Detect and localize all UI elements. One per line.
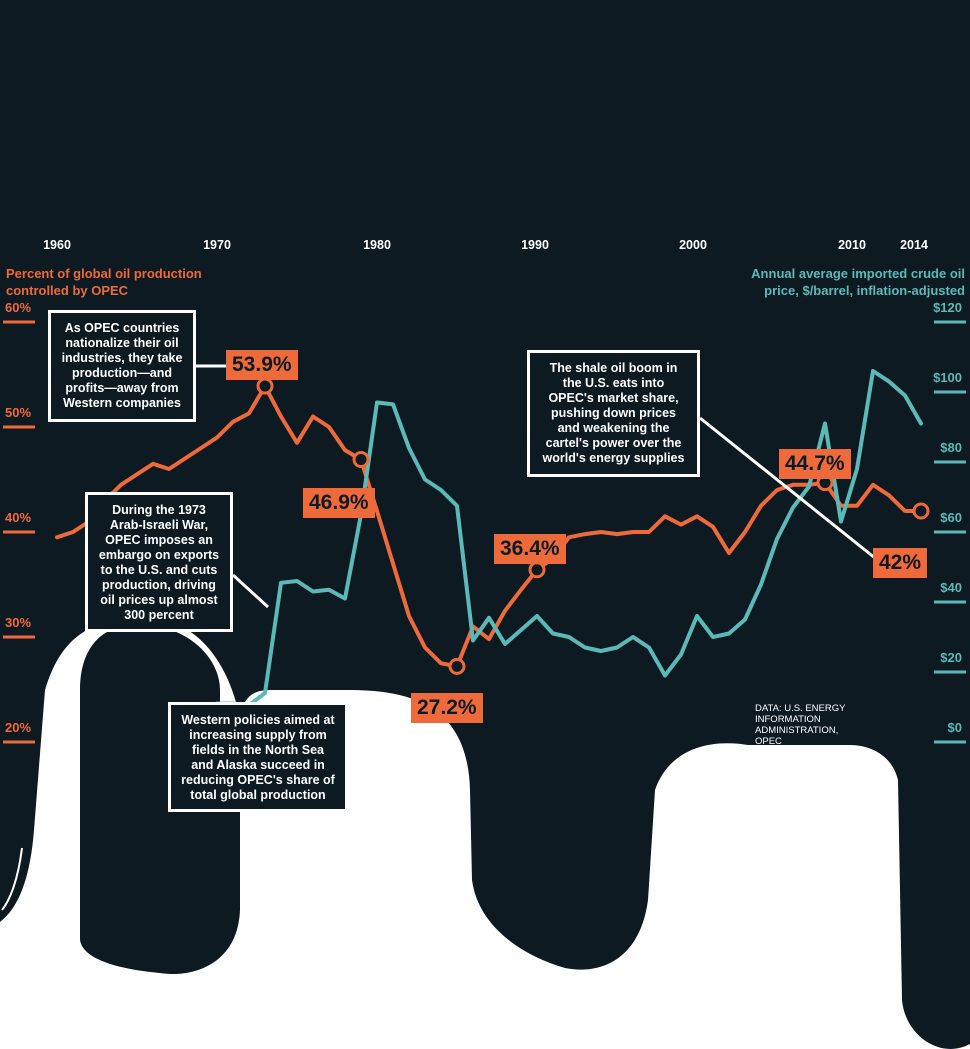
callout-1985: 27.2% bbox=[411, 693, 483, 723]
left-tick-label: 40% bbox=[5, 510, 31, 525]
x-tick-label: 1960 bbox=[43, 238, 71, 252]
left-axis-title: Percent of global oil production control… bbox=[6, 266, 202, 298]
cutout-highlight bbox=[736, 761, 746, 869]
x-tick-label: 2014 bbox=[900, 238, 928, 252]
annotation-shale: The shale oil boom in the U.S. eats into… bbox=[527, 350, 700, 477]
callout-marker bbox=[256, 377, 274, 395]
right-axis-title: Annual average imported crude oil price,… bbox=[751, 266, 965, 298]
left-tick-label: 20% bbox=[5, 720, 31, 735]
x-tick-label: 1970 bbox=[203, 238, 231, 252]
right-tick-label: $60 bbox=[940, 510, 962, 525]
right-tick-label: $100 bbox=[933, 370, 962, 385]
right-tick-label: $20 bbox=[940, 650, 962, 665]
callout-1979: 46.9% bbox=[303, 488, 375, 518]
right-tick-label: $80 bbox=[940, 440, 962, 455]
callout-marker bbox=[528, 561, 546, 579]
data-source: DATA: U.S. ENERGY INFORMATION ADMINISTRA… bbox=[755, 703, 846, 747]
callout-2014: 42% bbox=[873, 548, 928, 578]
callout-1973: 53.9% bbox=[226, 350, 298, 380]
callout-2008: 44.7% bbox=[779, 449, 851, 479]
callout-marker bbox=[352, 451, 370, 469]
annotation-embargo: During the 1973 Arab-Israeli War, OPEC i… bbox=[85, 492, 233, 632]
right-tick-label: $40 bbox=[940, 580, 962, 595]
x-tick-label: 2010 bbox=[838, 238, 866, 252]
right-tick-label: $120 bbox=[933, 300, 962, 315]
cutout-highlight bbox=[441, 911, 458, 931]
x-tick-label: 2000 bbox=[679, 238, 707, 252]
x-tick-label: 1980 bbox=[363, 238, 391, 252]
left-tick-label: 60% bbox=[5, 300, 31, 315]
leader-western bbox=[347, 710, 421, 759]
left-tick-label: 50% bbox=[5, 405, 31, 420]
left-tick-label: 30% bbox=[5, 615, 31, 630]
callout-marker bbox=[448, 657, 466, 675]
leader-embargo bbox=[231, 573, 270, 609]
oil-price-line bbox=[215, 369, 923, 708]
callout-1990: 36.4% bbox=[494, 534, 566, 564]
annotation-nationalize: As OPEC countries nationalize their oil … bbox=[48, 310, 196, 422]
callout-marker bbox=[912, 502, 930, 520]
opec-share-line bbox=[55, 384, 923, 669]
cutout-highlight bbox=[1, 847, 23, 911]
leader-shale bbox=[699, 416, 881, 564]
x-tick-label: 1990 bbox=[521, 238, 549, 252]
right-tick-label: $0 bbox=[948, 720, 962, 735]
annotation-western: Western policies aimed at increasing sup… bbox=[168, 702, 348, 812]
